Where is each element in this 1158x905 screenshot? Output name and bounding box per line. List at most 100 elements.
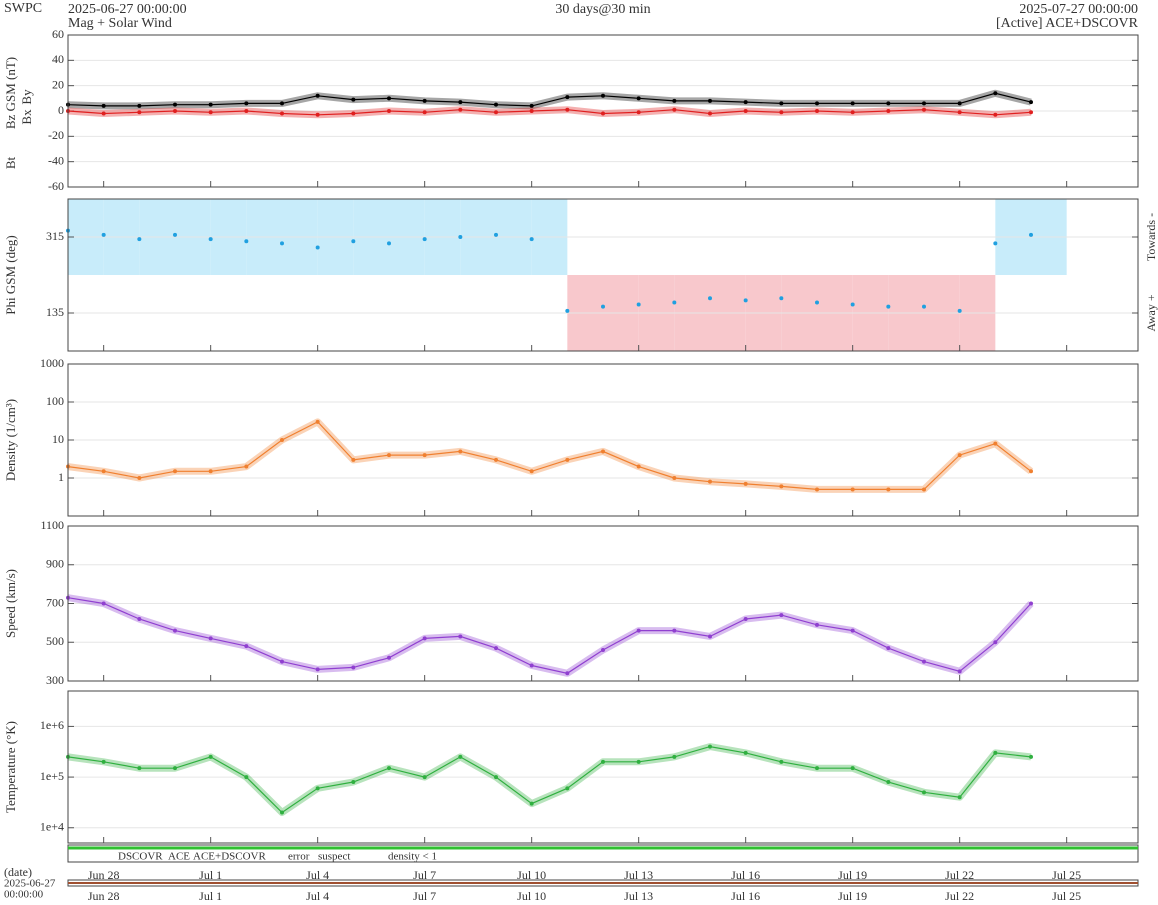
- data-point: [315, 93, 320, 98]
- data-point: [101, 469, 106, 474]
- y-axis-label: Temperature (°K): [3, 721, 18, 813]
- data-point: [137, 110, 142, 115]
- agency: SWPC: [4, 1, 42, 16]
- data-point: [672, 476, 677, 480]
- data-point: [137, 617, 142, 621]
- data-point: [173, 766, 177, 771]
- data-point: [244, 101, 249, 106]
- x-tick-label: Jul 25: [1052, 889, 1081, 903]
- start-date: 2025-06-27: [4, 878, 56, 890]
- data-point: [458, 107, 463, 112]
- data-point: [458, 449, 463, 454]
- x-tick-label: Jul 22: [945, 868, 974, 882]
- data-point: [280, 111, 284, 116]
- data-point: [565, 308, 570, 313]
- data-point: [1029, 100, 1033, 105]
- x-tick-label: Jul 25: [1052, 868, 1081, 882]
- data-point: [387, 241, 391, 246]
- end-time: 2025-07-27 00:00:00: [1019, 2, 1138, 17]
- y-tick-label: 300: [46, 673, 64, 687]
- data-point: [957, 308, 962, 313]
- data-point: [815, 101, 819, 106]
- data-point: [387, 109, 391, 113]
- start-clock: 00:00:00: [4, 889, 44, 901]
- data-point: [708, 111, 712, 116]
- x-tick-label: Jun 28: [88, 868, 120, 882]
- data-point: [743, 100, 748, 105]
- y-tick-label: 20: [52, 77, 64, 91]
- legend-label: suspect: [318, 851, 350, 863]
- data-point: [280, 810, 284, 815]
- data-point: [743, 298, 748, 303]
- data-point: [351, 665, 356, 670]
- data-point: [708, 296, 712, 301]
- data-point: [387, 655, 391, 660]
- data-point: [315, 786, 320, 791]
- data-point: [672, 300, 677, 305]
- data-point: [529, 109, 534, 113]
- data-point: [993, 441, 998, 446]
- x-tick-label: Jul 7: [413, 889, 436, 903]
- y-tick-label: 1e+4: [40, 819, 64, 833]
- data-point: [886, 779, 891, 784]
- data-point: [601, 304, 605, 309]
- strip-frame: [67, 844, 1139, 863]
- data-point: [672, 107, 677, 112]
- series-band: [67, 594, 1034, 677]
- data-point: [779, 613, 784, 618]
- data-point: [601, 759, 605, 764]
- x-tick-label: Jul 19: [838, 868, 867, 882]
- data-point: [815, 622, 819, 627]
- data-point: [494, 775, 498, 780]
- data-point: [601, 648, 605, 652]
- data-point: [708, 98, 712, 103]
- data-point: [137, 237, 142, 242]
- data-point: [315, 245, 320, 250]
- data-point: [208, 237, 213, 242]
- source: [Active] ACE+DSCOVR: [996, 16, 1139, 31]
- data-point: [815, 487, 819, 492]
- data-point: [458, 235, 463, 239]
- data-point: [529, 663, 534, 668]
- y-tick-label: 135: [46, 305, 64, 319]
- data-point: [101, 232, 106, 237]
- series-line: [67, 92, 1032, 107]
- data-point: [280, 438, 284, 442]
- data-point: [529, 103, 534, 108]
- data-point: [1029, 110, 1033, 115]
- data-point: [993, 750, 998, 755]
- x-tick-label: Jul 22: [945, 889, 974, 903]
- data-point: [993, 640, 998, 645]
- data-point: [922, 487, 926, 492]
- y-tick-label: 10: [52, 432, 64, 446]
- x-tick-label: Jul 1: [199, 868, 222, 882]
- panel-frame: [67, 34, 1139, 188]
- data-point: [173, 469, 177, 474]
- data-point: [743, 750, 748, 755]
- data-point: [850, 628, 855, 633]
- data-point: [458, 754, 463, 759]
- y-tick-label: 1e+5: [40, 769, 64, 783]
- data-point: [244, 644, 249, 649]
- data-point: [137, 766, 142, 771]
- data-point: [636, 628, 641, 633]
- data-point: [387, 96, 391, 101]
- data-point: [422, 110, 427, 115]
- x-tick-label: Jul 4: [306, 889, 329, 903]
- sector-label: Away +: [1144, 294, 1158, 332]
- data-point: [565, 95, 570, 100]
- series-line: [67, 745, 1032, 814]
- data-point: [957, 453, 962, 458]
- data-point: [1029, 754, 1033, 759]
- x-tick-label: Jun 28: [88, 889, 120, 903]
- data-point: [315, 419, 320, 424]
- legend-label: DSCOVR: [118, 851, 163, 863]
- data-point: [458, 634, 463, 639]
- data-point: [743, 109, 748, 113]
- data-point: [993, 241, 998, 246]
- data-point: [244, 239, 249, 244]
- data-point: [850, 110, 855, 115]
- y-tick-label: 1: [58, 470, 64, 484]
- data-point: [815, 109, 819, 113]
- data-point: [886, 646, 891, 651]
